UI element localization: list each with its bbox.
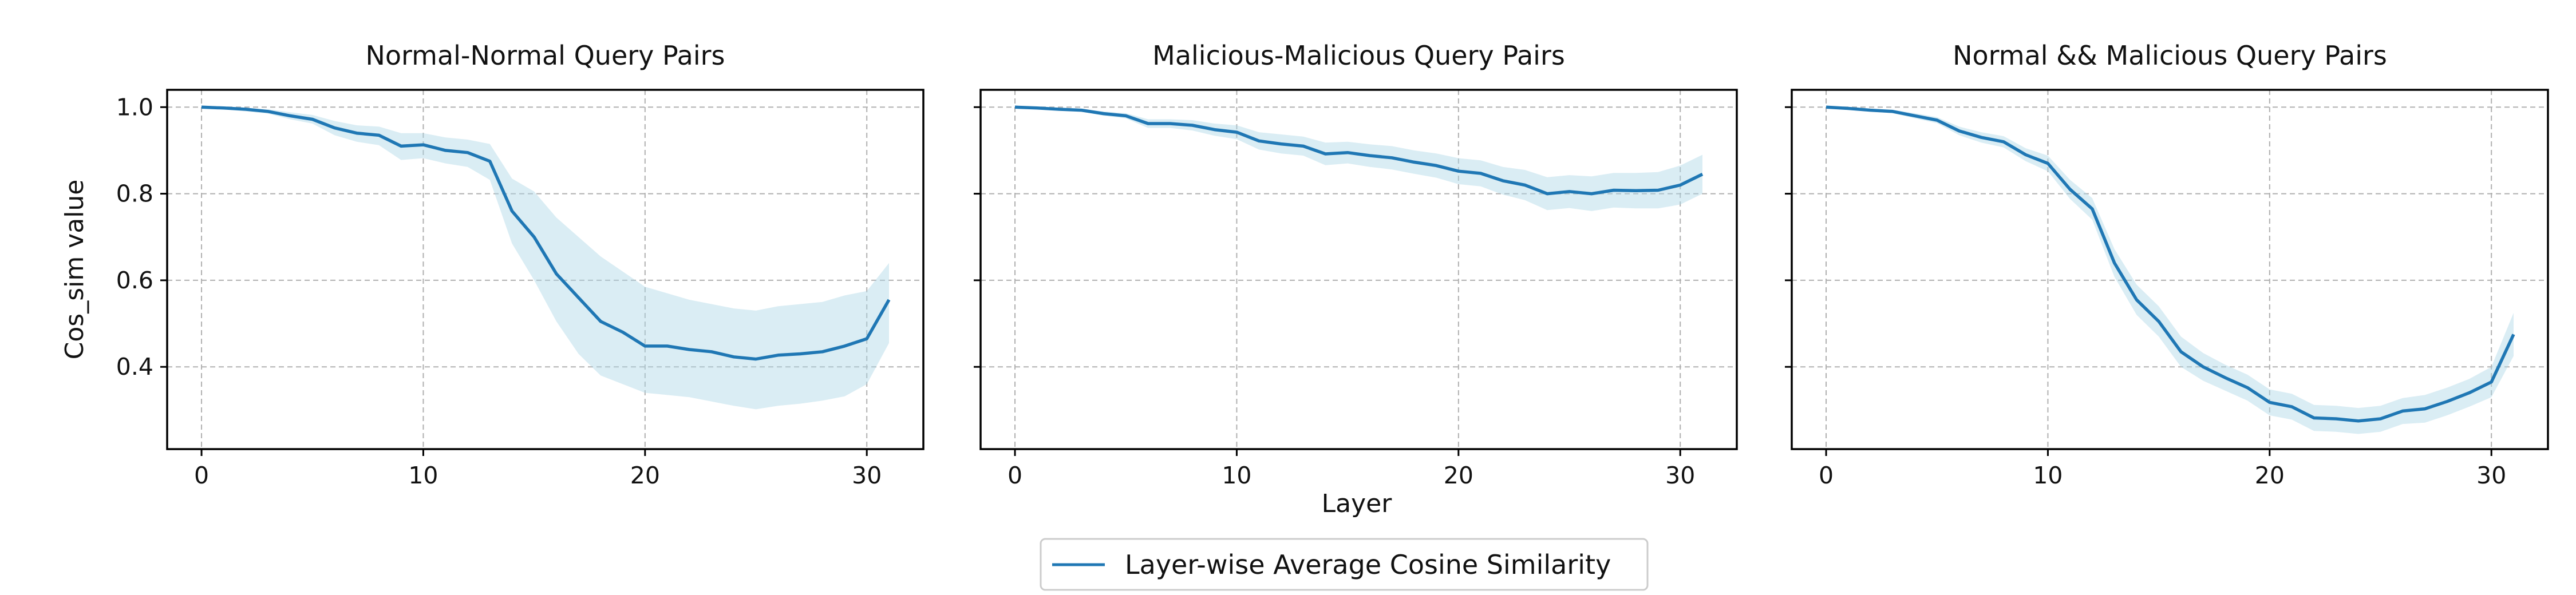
axes-frame: [166, 89, 924, 450]
x-tick-label: 20: [2255, 462, 2285, 489]
x-tick-label: 30: [852, 462, 882, 489]
y-tick-label: 1.0: [116, 93, 153, 121]
x-tick-label: 10: [408, 462, 438, 489]
axes-frame: [979, 89, 1738, 450]
confidence-band: [1015, 107, 1702, 211]
axes-frame: [1791, 89, 2549, 450]
panel-title: Normal-Normal Query Pairs: [365, 40, 725, 71]
y-axis-label: Cos_sim value: [60, 180, 89, 360]
x-axis-label: Layer: [1322, 489, 1393, 518]
x-tick-label: 10: [2033, 462, 2063, 489]
y-tick-label: 0.4: [116, 353, 153, 380]
panels: Normal-Normal Query Pairs 0 10 20 30 0.4 0.6 0.…: [60, 40, 2549, 489]
legend-label: Layer-wise Average Cosine Similarity: [1125, 549, 1611, 580]
x-tick-label: 0: [194, 462, 209, 489]
panel-2: Malicious-Malicious Query Pairs 0 10 20 30: [974, 40, 1738, 489]
legend: Layer-wise Average Cosine Similarity: [1040, 538, 1649, 591]
series-line: [1014, 105, 1704, 196]
x-tick-label: 0: [1008, 462, 1022, 489]
panel-title: Malicious-Malicious Query Pairs: [1152, 40, 1565, 71]
y-tick-label: 0.6: [116, 267, 153, 294]
x-tick-label: 20: [1444, 462, 1473, 489]
x-tick-label: 0: [1819, 462, 1834, 489]
x-tick-label: 10: [1222, 462, 1251, 489]
series-line: [201, 105, 891, 361]
x-tick-label: 20: [630, 462, 660, 489]
y-tick-label: 0.8: [116, 180, 153, 208]
series-line: [1826, 105, 2515, 423]
panel-1: Normal-Normal Query Pairs 0 10 20 30 0.4 0.6 0.…: [60, 40, 924, 489]
panel-title: Normal && Malicious Query Pairs: [1953, 40, 2387, 71]
x-tick-label: 30: [2476, 462, 2506, 489]
x-tick-label: 30: [1665, 462, 1695, 489]
legend-frame: [1040, 538, 1649, 591]
panel-3: Normal && Malicious Query Pairs 0 10 20 30: [1785, 40, 2549, 489]
